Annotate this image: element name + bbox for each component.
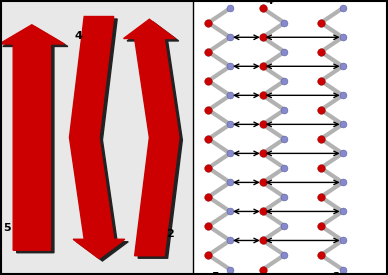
Text: 4: 4 — [266, 0, 274, 6]
Text: 5: 5 — [3, 223, 11, 233]
Text: 2: 2 — [332, 272, 340, 275]
Polygon shape — [127, 22, 182, 258]
Text: 5: 5 — [211, 272, 219, 275]
Polygon shape — [73, 19, 128, 261]
Polygon shape — [123, 19, 179, 256]
Polygon shape — [3, 27, 68, 253]
Polygon shape — [0, 25, 64, 250]
Text: 2: 2 — [166, 229, 174, 239]
Bar — [193, 0, 388, 275]
Text: 4: 4 — [74, 31, 82, 41]
Polygon shape — [69, 16, 125, 258]
